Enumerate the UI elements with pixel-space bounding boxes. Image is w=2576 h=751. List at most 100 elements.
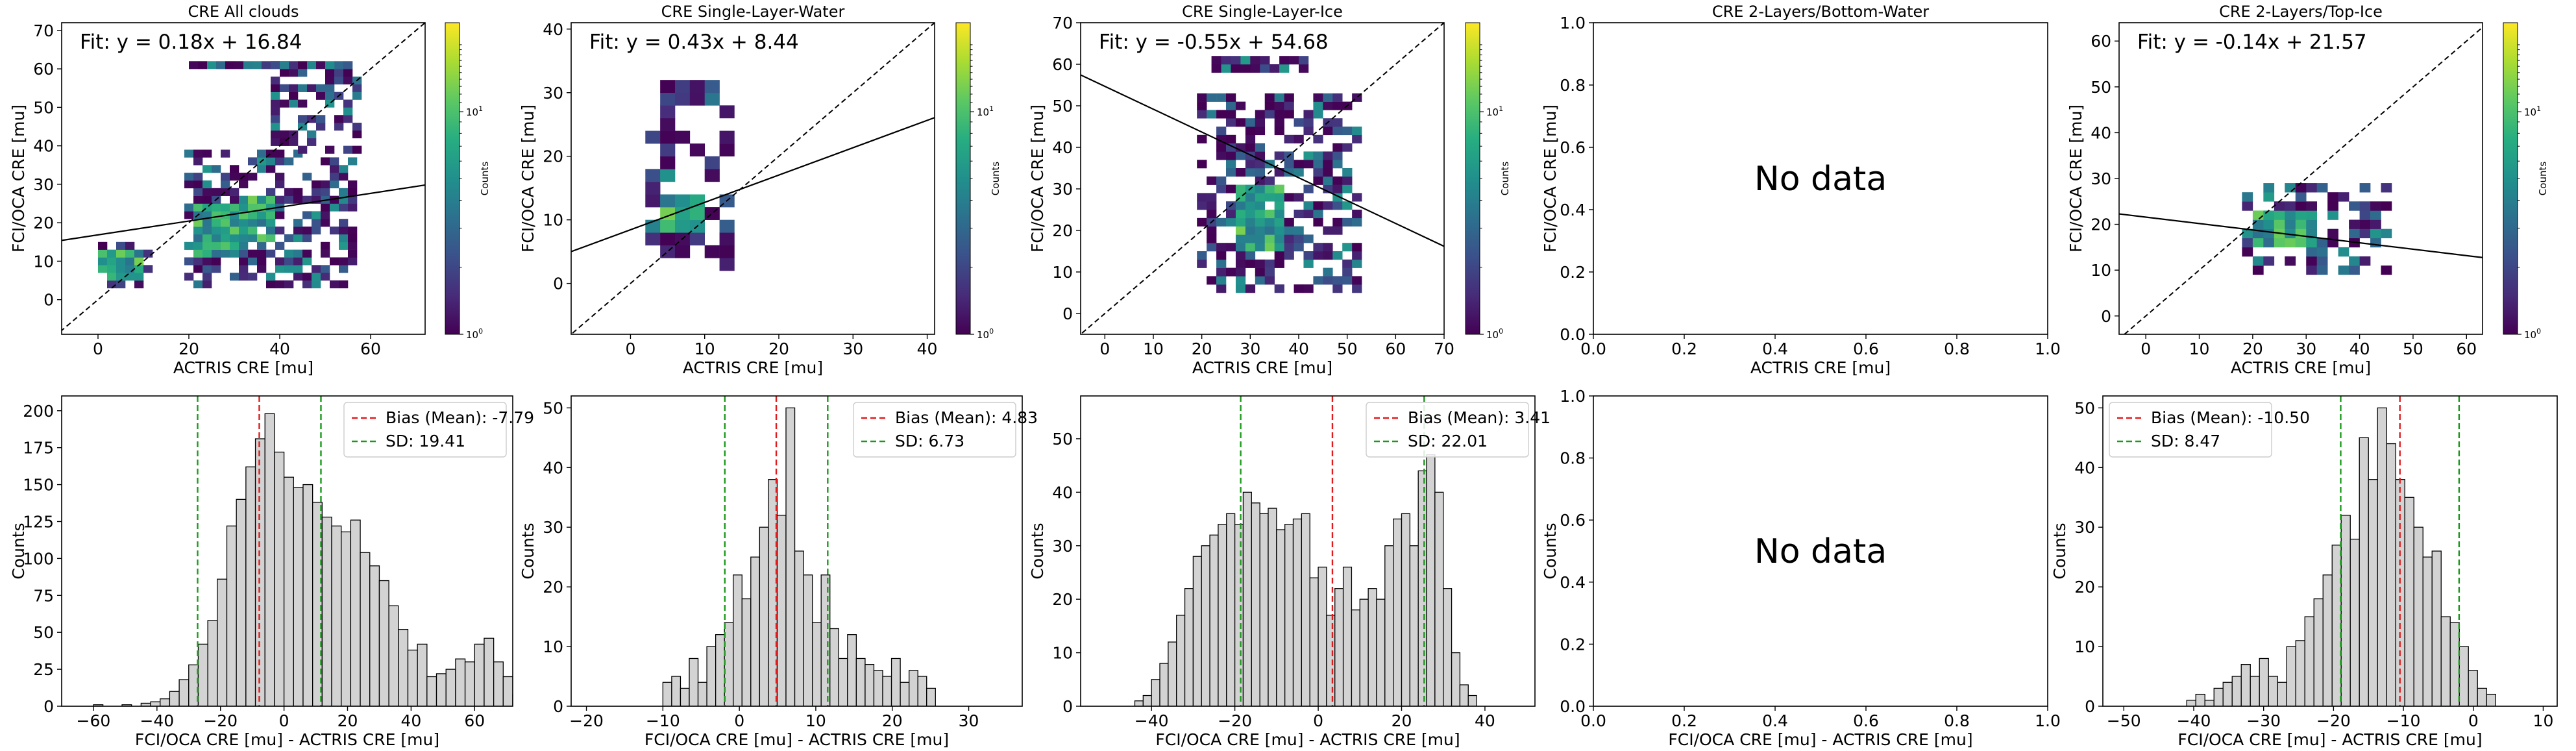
heatmap-cell (1274, 210, 1284, 219)
heatmap-cell (202, 180, 212, 189)
heatmap-cell (1216, 151, 1227, 160)
histogram-bar (178, 679, 190, 706)
heatmap-cell (1303, 251, 1314, 260)
heatmap-cell (1216, 284, 1227, 293)
heatmap-cell (202, 273, 212, 281)
heatmap-cell (239, 203, 249, 212)
heatmap-panel-2: CRE Single-Layer-Ice Fit: y = -0.55x + 54… (1028, 3, 1511, 377)
histogram-bar (2304, 616, 2314, 706)
heatmap-cell (116, 249, 126, 258)
fit-label: Fit: y = -0.55x + 54.68 (1099, 31, 1329, 54)
y-tick-label: 0 (553, 697, 563, 716)
histogram-bar (2340, 515, 2351, 706)
x-tick-label: 40 (1288, 339, 1309, 358)
x-tick-label: 0 (734, 711, 744, 730)
heatmap-cell (2316, 247, 2328, 257)
heatmap-cell (284, 280, 294, 289)
legend-sd-label: SD: 8.47 (2151, 432, 2220, 450)
heatmap-cell (339, 257, 349, 265)
heatmap-cell (339, 241, 349, 250)
heatmap-cell (293, 195, 303, 204)
x-tick-label: 30 (959, 711, 979, 730)
heatmap-cell (704, 92, 720, 106)
heatmap-cell (257, 211, 267, 219)
heatmap-cell (704, 245, 720, 258)
heatmap-cell (1235, 251, 1246, 260)
heatmap-cell (1264, 101, 1275, 110)
heatmap-cell (125, 265, 135, 273)
heatmap-cell (248, 211, 258, 219)
legend-box (853, 402, 1016, 458)
heatmap-cell (704, 80, 720, 93)
heatmap-cell (1255, 160, 1266, 169)
histogram-bar (1192, 556, 1202, 706)
heatmap-cell (2263, 228, 2275, 239)
x-tick-label: 40 (400, 711, 421, 730)
heatmap-cell (230, 241, 239, 250)
heatmap-cell (1342, 201, 1353, 210)
heatmap-cell (1342, 168, 1353, 177)
heatmap-cell (1303, 160, 1314, 169)
heatmap-cell (1216, 134, 1227, 143)
y-tick-label: 30 (2074, 518, 2095, 537)
heatmap-cell (2306, 183, 2318, 193)
histogram-bar (715, 634, 725, 706)
colorbar-tick-label: 100 (466, 327, 483, 341)
heatmap-cell (1274, 251, 1284, 260)
colorbar (955, 22, 971, 335)
heatmap-cell (339, 165, 349, 173)
x-tick-label: −20 (1218, 711, 1252, 730)
heatmap-cell (134, 273, 144, 281)
heatmap-cell (202, 241, 212, 250)
heatmap-cell (125, 273, 135, 281)
heatmap-cell (2242, 192, 2253, 202)
histogram-bar (207, 620, 218, 706)
heatmap-cell (184, 180, 194, 189)
heatmap-cell (193, 180, 203, 189)
x-tick-label: −50 (2107, 711, 2141, 730)
heatmap-cell (339, 265, 349, 273)
y-tick-label: 0.0 (1560, 697, 1586, 716)
fit-line (571, 117, 935, 252)
y-axis-label: Counts (1028, 523, 1047, 579)
x-tick-label: 0.0 (1580, 339, 1606, 358)
heatmap-cell (1264, 226, 1275, 235)
histogram-bar (331, 525, 342, 706)
colorbar-tick-label: 101 (466, 105, 483, 118)
heatmap-cell (1332, 151, 1343, 160)
heatmap-cell (2263, 219, 2275, 229)
heatmap-cell (212, 227, 221, 235)
heatmap-cell (275, 257, 285, 265)
heatmap-cell (193, 203, 203, 212)
heatmap-cell (1216, 276, 1227, 285)
heatmap-cell (2295, 183, 2307, 193)
heatmap-cell (352, 84, 362, 92)
histogram-bar (2313, 598, 2324, 706)
histogram-bar (1334, 588, 1344, 706)
heatmap-cell (280, 61, 289, 69)
x-tick-label: 0.2 (1671, 711, 1697, 730)
heatmap-cell (1226, 210, 1236, 219)
heatmap-cell (266, 280, 276, 289)
heatmap-cell (1216, 217, 1227, 227)
legend-box (1366, 402, 1529, 458)
heatmap-cell (248, 173, 258, 181)
heatmap-cell (1235, 276, 1246, 285)
x-axis-label: FCI/OCA CRE [mu] - ACTRIS CRE [mu] (2177, 730, 2482, 749)
heatmap-cell (660, 92, 676, 106)
heatmap-cell (202, 227, 212, 235)
x-tick-label: 20 (2242, 339, 2263, 358)
y-tick-label: 0.0 (1560, 325, 1586, 344)
heatmap-cell (2349, 219, 2360, 229)
y-tick-label: 40 (543, 458, 563, 477)
heatmap-cell (266, 165, 276, 173)
heatmap-cell (302, 280, 312, 289)
heatmap-cell (1207, 226, 1217, 235)
one-to-one-line (571, 23, 935, 334)
y-tick-label: 30 (1052, 537, 1073, 556)
plot-area (2119, 26, 2483, 334)
x-tick-label: 10 (2533, 711, 2554, 730)
heatmap-cell (2316, 256, 2328, 266)
heatmap-cell (284, 234, 294, 243)
y-tick-label: 0.4 (1560, 201, 1586, 219)
